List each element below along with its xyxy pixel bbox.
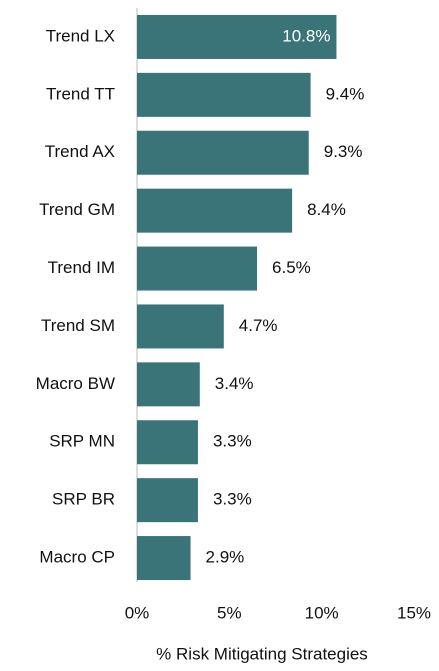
bar <box>137 362 200 407</box>
value-label: 4.7% <box>239 316 278 335</box>
y-tick-label: Macro BW <box>36 374 115 393</box>
bar <box>137 14 337 59</box>
x-axis-label: % Risk Mitigating Strategies <box>156 644 368 663</box>
value-label: 9.4% <box>326 84 365 103</box>
bar <box>137 72 311 117</box>
bar <box>137 420 198 465</box>
bar <box>137 478 198 523</box>
x-tick-label: 15% <box>397 603 431 622</box>
value-label: 9.3% <box>324 142 363 161</box>
value-label: 2.9% <box>206 548 245 567</box>
y-tick-label: Macro CP <box>39 548 115 567</box>
value-label: 3.3% <box>213 490 252 509</box>
x-tick-label: 10% <box>305 603 339 622</box>
value-label: 6.5% <box>272 258 311 277</box>
x-tick-label: 5% <box>217 603 242 622</box>
value-label: 8.4% <box>307 200 346 219</box>
y-tick-label: Trend LX <box>46 26 115 45</box>
bar <box>137 246 258 291</box>
y-tick-label: Trend AX <box>45 142 115 161</box>
value-label: 10.8% <box>282 26 330 45</box>
y-tick-label: Trend TT <box>46 84 115 103</box>
y-tick-label: SRP MN <box>49 432 115 451</box>
value-label: 3.4% <box>215 374 254 393</box>
bar <box>137 130 309 175</box>
y-tick-label: SRP BR <box>52 490 115 509</box>
y-tick-label: Trend GM <box>39 200 115 219</box>
y-tick-label: Trend IM <box>48 258 115 277</box>
bar <box>137 536 191 581</box>
bar <box>137 304 224 349</box>
x-tick-label: 0% <box>125 603 150 622</box>
y-tick-label: Trend SM <box>41 316 115 335</box>
value-label: 3.3% <box>213 432 252 451</box>
bar <box>137 188 293 233</box>
